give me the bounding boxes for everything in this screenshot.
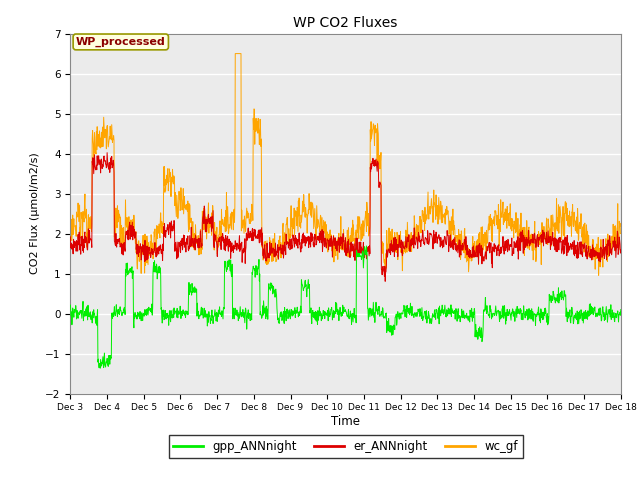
Y-axis label: CO2 Flux (μmol/m2/s): CO2 Flux (μmol/m2/s) bbox=[29, 153, 40, 275]
X-axis label: Time: Time bbox=[331, 415, 360, 428]
Title: WP CO2 Fluxes: WP CO2 Fluxes bbox=[293, 16, 398, 30]
Text: WP_processed: WP_processed bbox=[76, 37, 166, 47]
Legend: gpp_ANNnight, er_ANNnight, wc_gf: gpp_ANNnight, er_ANNnight, wc_gf bbox=[168, 435, 523, 458]
